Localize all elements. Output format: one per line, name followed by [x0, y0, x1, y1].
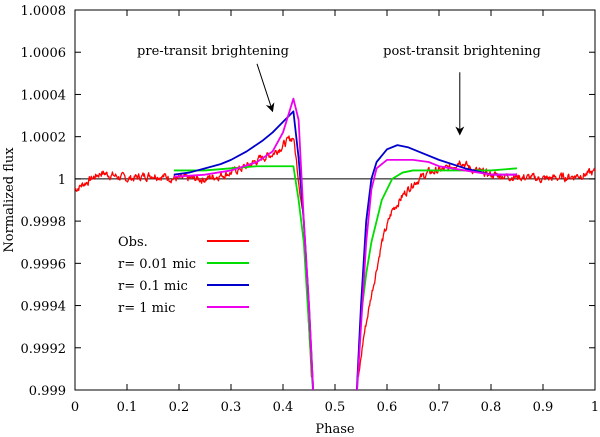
series-layer	[75, 97, 595, 390]
tick-labels: 0 0.1 0.2 0.3 0.4 0.5 0.6 0.7 0.8 0.9 1 0.999 0.9992…	[21, 4, 600, 415]
x-tick-label: 0.7	[429, 400, 450, 415]
x-tick-label: 0.6	[377, 400, 398, 415]
legend-label-r-1-mic: r= 1 mic	[118, 301, 175, 316]
annotation-pre-transit-arrow	[256, 63, 275, 113]
x-tick-label: 0	[71, 400, 79, 415]
x-tick-label: 1	[591, 400, 599, 415]
x-tick-label: 0.1	[117, 400, 138, 415]
x-tick-label: 0.8	[481, 400, 502, 415]
y-tick-label: 0.9998	[21, 215, 67, 230]
x-tick-label: 0.4	[273, 400, 294, 415]
legend-label-r-0-01-mic: r= 0.01 mic	[118, 257, 196, 272]
series-line-obs	[75, 135, 313, 378]
x-tick-label: 0.2	[169, 400, 190, 415]
annotation-pre-transit-label: pre-transit brightening	[137, 44, 289, 59]
annotation-post-transit-label: post-transit brightening	[383, 44, 541, 59]
series-line-r-0-1-mic	[355, 144, 517, 390]
series-line-r-0-01-mic	[173, 165, 314, 390]
y-tick-label: 1.0006	[21, 46, 67, 61]
series-line-r-1-mic	[356, 158, 517, 390]
y-tick-label: 1.0008	[21, 4, 67, 19]
annotation-pre-transit: pre-transit brightening	[137, 44, 289, 113]
x-tick-label: 0.3	[221, 400, 242, 415]
x-tick-label: 0.5	[325, 400, 346, 415]
y-tick-label: 1.0004	[21, 88, 67, 103]
plot-frame	[74, 9, 596, 391]
y-tick-label: 0.999	[29, 384, 66, 399]
series-line-r-1-mic	[173, 97, 315, 390]
legend: Obs. r= 0.01 mic r= 0.1 mic r= 1 mic	[118, 235, 249, 316]
legend-label-r-0-1-mic: r= 0.1 mic	[118, 279, 188, 294]
y-tick-label: 0.9996	[21, 257, 67, 272]
x-tick-label: 0.9	[533, 400, 554, 415]
y-tick-label: 1	[58, 173, 66, 188]
y-tick-label: 0.9994	[21, 300, 67, 315]
x-axis-label: Phase	[315, 422, 355, 437]
annotation-post-transit: post-transit brightening	[383, 44, 541, 136]
y-axis-label: Normalized flux	[2, 147, 17, 253]
y-tick-label: 1.0002	[21, 131, 67, 146]
axis-ticks	[74, 9, 596, 391]
y-tick-label: 0.9992	[21, 342, 67, 357]
legend-label-obs: Obs.	[118, 235, 148, 250]
series-line-obs	[357, 160, 595, 377]
